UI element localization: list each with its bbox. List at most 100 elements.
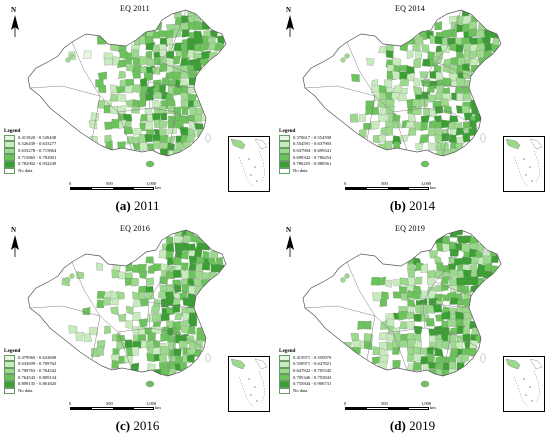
figure-caption: (c) 2016 [115, 418, 160, 433]
taiwan-island [480, 353, 486, 363]
prefecture-cell [429, 335, 437, 344]
prefecture-cell [372, 292, 381, 302]
prefecture-cell [378, 341, 388, 351]
prefecture-cell [166, 57, 175, 66]
prefecture-cell [138, 134, 147, 144]
prefecture-cell [377, 98, 386, 108]
prefecture-cell [476, 269, 485, 278]
prefecture-cell [165, 283, 175, 293]
prefecture-cell [420, 121, 428, 132]
prefecture-cell [372, 346, 381, 356]
prefecture-cell [131, 346, 139, 356]
prefecture-cell [420, 347, 427, 356]
province-boundary [392, 331, 408, 371]
inset-islet [529, 386, 531, 388]
prefecture-cell [381, 291, 389, 300]
prefecture-cell [412, 43, 421, 52]
prefecture-cell [358, 114, 366, 122]
legend-item: 0.413971 - 0.550970 [279, 354, 331, 362]
scale-label: 0 [69, 181, 72, 186]
inset-mainland [505, 358, 521, 370]
prefecture-cell [447, 318, 457, 328]
prefecture-cell [181, 70, 189, 79]
prefecture-cell [340, 57, 346, 63]
inset-mainland [230, 358, 246, 370]
map-panel-2014: EQ 2014 N Legend 0.370617 - 0.554590 0.5… [275, 0, 550, 220]
inset-islet [254, 166, 256, 168]
prefecture-cell [456, 92, 464, 101]
legend-item: 0.647822 - 0.705345 [279, 367, 331, 375]
prefecture-cell [117, 105, 126, 115]
prefecture-cell [405, 321, 415, 329]
prefecture-cell [173, 55, 181, 65]
province-boundary [91, 315, 101, 361]
prefecture-cell [180, 250, 190, 260]
inset-islet [248, 378, 250, 380]
country-border [27, 229, 227, 377]
legend-item: 0.809135 - 0.861820 [4, 380, 56, 388]
prefecture-cell [349, 113, 359, 123]
province-boundary [167, 331, 177, 376]
inset-mainland [230, 138, 246, 150]
prefecture-cell [377, 276, 387, 286]
prefecture-cell [456, 277, 465, 286]
prefecture-cell [448, 278, 458, 287]
north-arrow-icon: N [283, 6, 297, 40]
prefecture-cell [83, 333, 93, 342]
prefecture-cell [482, 255, 492, 265]
prefecture-cell [370, 120, 381, 130]
prefecture-cell [435, 285, 444, 292]
prefecture-cell [420, 290, 429, 300]
prefecture-cell [181, 29, 190, 38]
prefecture-cell [462, 269, 472, 278]
map-title: EQ 2019 [395, 224, 426, 233]
prefecture-cell [405, 121, 415, 129]
prefecture-cell [138, 99, 147, 108]
prefecture-cell [124, 84, 134, 94]
province-boundary [71, 41, 119, 113]
prefecture-cell [392, 291, 402, 299]
prefecture-cell [145, 93, 154, 101]
prefecture-cell [132, 311, 141, 321]
prefecture-cell [111, 118, 120, 129]
prefecture-cell [448, 263, 457, 271]
prefecture-cell [415, 50, 422, 59]
legend-item: 0.633699 - 0.709762 [4, 361, 56, 368]
inset-islet [256, 400, 258, 402]
prefecture-cell [434, 21, 443, 31]
prefecture-cell [359, 128, 367, 138]
prefecture-cell [449, 248, 460, 257]
prefecture-cell [158, 120, 168, 129]
prefecture-cell [352, 340, 361, 348]
province-boundary [29, 305, 101, 317]
prefecture-cell [195, 263, 204, 272]
prefecture-cell [408, 127, 417, 136]
prefecture-cell [455, 230, 464, 236]
province-boundary [29, 85, 101, 97]
south-china-sea-inset-map [503, 356, 545, 412]
legend-item: 0.786255 - 0.880561 [279, 160, 331, 168]
prefecture-cell [468, 276, 479, 286]
prefecture-cell [426, 276, 436, 286]
prefecture-cell [468, 50, 477, 59]
prefecture-cell [400, 87, 408, 95]
prefecture-cell [82, 307, 91, 316]
prefecture-cell [65, 57, 71, 63]
prefecture-cell [201, 21, 211, 30]
prefecture-cell [423, 107, 431, 116]
inset-mainland [505, 138, 521, 150]
prefecture-cell [393, 64, 401, 73]
prefecture-cell [96, 299, 105, 309]
prefecture-cell [428, 142, 437, 151]
scale-unit: km [155, 185, 161, 190]
prefecture-cell [456, 362, 465, 371]
scale-label: 500 [381, 181, 388, 186]
prefecture-cell [139, 298, 149, 307]
prefecture-cell [399, 71, 408, 80]
prefecture-cell [441, 243, 451, 252]
prefecture-cell [392, 347, 401, 355]
prefecture-cell [132, 299, 141, 308]
prefecture-cell [378, 332, 389, 341]
prefecture-cell [111, 297, 119, 306]
prefecture-cell [427, 94, 437, 103]
